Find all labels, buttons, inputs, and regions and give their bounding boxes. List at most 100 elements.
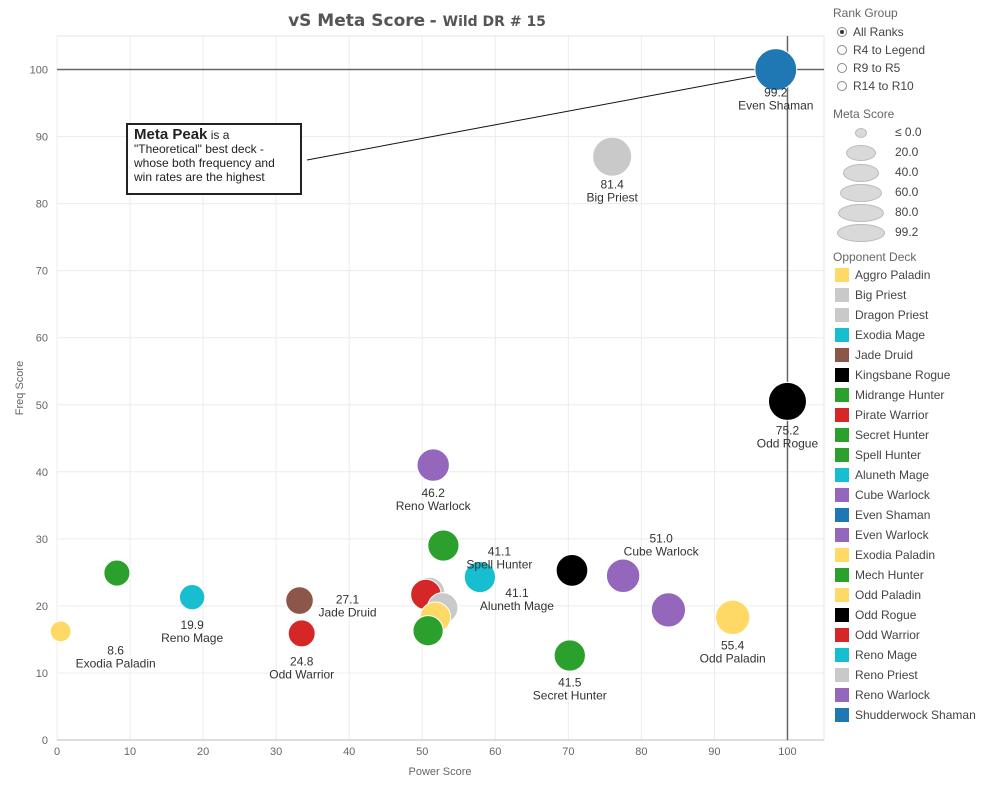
data-points bbox=[49, 48, 807, 672]
legend-swatch bbox=[835, 468, 849, 482]
legend-label: Big Priest bbox=[855, 288, 907, 302]
legend-label: Odd Paladin bbox=[855, 588, 922, 602]
point-name-label: Reno Warlock bbox=[396, 499, 472, 513]
size-label: 80.0 bbox=[895, 205, 919, 219]
legend-item-pirate-warrior[interactable]: Pirate Warrior bbox=[835, 407, 929, 423]
meta-peak-annotation: Meta Peak is a "Theoretical" best deck -… bbox=[126, 123, 302, 195]
meta-score-size-item: 60.0 bbox=[833, 184, 973, 202]
point-big-priest[interactable] bbox=[592, 136, 633, 177]
legend-item-aggro-paladin[interactable]: Aggro Paladin bbox=[835, 267, 930, 283]
x-tick-label: 70 bbox=[562, 746, 574, 758]
legend-swatch bbox=[835, 588, 849, 602]
point-jade-druid[interactable] bbox=[285, 586, 314, 615]
legend-item-odd-paladin[interactable]: Odd Paladin bbox=[835, 587, 921, 603]
legend-swatch bbox=[835, 568, 849, 582]
legend-item-reno-warlock[interactable]: Reno Warlock bbox=[835, 687, 930, 703]
point-mech-hunter[interactable] bbox=[103, 559, 131, 587]
point-value-label: 19.9 bbox=[180, 618, 204, 632]
point-even-warlock[interactable] bbox=[650, 592, 687, 628]
y-tick-label: 70 bbox=[36, 266, 48, 278]
legend-item-jade-druid[interactable]: Jade Druid bbox=[835, 347, 913, 363]
legend-label: Exodia Mage bbox=[855, 328, 926, 342]
point-odd-warrior[interactable] bbox=[287, 619, 316, 648]
point-reno-mage[interactable] bbox=[178, 583, 206, 611]
point-secret-hunter[interactable] bbox=[553, 639, 586, 672]
rank-option-label: R4 to Legend bbox=[853, 43, 926, 57]
legend-item-dragon-priest[interactable]: Dragon Priest bbox=[835, 307, 928, 323]
radio-button[interactable] bbox=[837, 81, 847, 91]
point-odd-rogue[interactable] bbox=[767, 381, 807, 421]
legend-swatch bbox=[835, 488, 849, 502]
point-kingsbane-rogue[interactable] bbox=[555, 554, 589, 587]
legend-swatch bbox=[835, 628, 849, 642]
legend-label: Kingsbane Rogue bbox=[855, 368, 951, 382]
annotation-bold-text: Meta Peak bbox=[134, 126, 208, 143]
legend-swatch bbox=[835, 368, 849, 382]
rank-option-label: R14 to R10 bbox=[853, 79, 914, 93]
point-value-label: 24.8 bbox=[290, 654, 314, 668]
y-tick-label: 50 bbox=[36, 400, 48, 412]
legend-item-exodia-mage[interactable]: Exodia Mage bbox=[835, 327, 925, 343]
point-name-label: Aluneth Mage bbox=[480, 599, 554, 613]
legend-swatch bbox=[835, 648, 849, 662]
legend-item-kingsbane-rogue[interactable]: Kingsbane Rogue bbox=[835, 367, 950, 383]
point-spell-hunter[interactable] bbox=[427, 529, 460, 562]
legend-item-big-priest[interactable]: Big Priest bbox=[835, 287, 906, 303]
radio-button[interactable] bbox=[837, 27, 847, 37]
point-exodia-paladin[interactable] bbox=[49, 620, 72, 643]
rank-option-r14-to-r10[interactable]: R14 to R10 bbox=[837, 78, 914, 94]
rank-option-all-ranks[interactable]: All Ranks bbox=[837, 24, 904, 40]
legend-item-shudderwock-shaman[interactable]: Shudderwock Shaman bbox=[835, 707, 976, 723]
legend-label: Reno Mage bbox=[855, 648, 918, 662]
legend-item-cube-warlock[interactable]: Cube Warlock bbox=[835, 487, 930, 503]
point-odd-paladin[interactable] bbox=[715, 599, 751, 635]
legend-item-midrange-hunter[interactable]: Midrange Hunter bbox=[835, 387, 944, 403]
legend-label: Spell Hunter bbox=[855, 448, 922, 462]
legend-label: Even Warlock bbox=[855, 528, 929, 542]
legend-item-mech-hunter[interactable]: Mech Hunter bbox=[835, 567, 924, 583]
point-value-label: 46.2 bbox=[422, 486, 446, 500]
x-tick-label: 100 bbox=[778, 746, 796, 758]
legend-swatch bbox=[835, 328, 849, 342]
legend-item-reno-mage[interactable]: Reno Mage bbox=[835, 647, 917, 663]
point-value-label: 41.1 bbox=[505, 586, 529, 600]
legend-item-spell-hunter[interactable]: Spell Hunter bbox=[835, 447, 921, 463]
legend-label: Pirate Warrior bbox=[855, 408, 929, 422]
y-tick-label: 0 bbox=[42, 735, 48, 747]
legend-item-even-warlock[interactable]: Even Warlock bbox=[835, 527, 929, 543]
point-reno-warlock[interactable] bbox=[416, 448, 450, 482]
point-value-label: 75.2 bbox=[776, 423, 800, 437]
legend-label: Odd Rogue bbox=[855, 608, 917, 622]
legend-item-even-shaman[interactable]: Even Shaman bbox=[835, 507, 930, 523]
legend-label: Reno Priest bbox=[855, 668, 918, 682]
y-tick-label: 20 bbox=[36, 601, 48, 613]
size-swatch bbox=[855, 128, 867, 138]
meta-score-size-item: 40.0 bbox=[833, 164, 973, 182]
rank-option-r9-to-r5[interactable]: R9 to R5 bbox=[837, 60, 900, 76]
point-even-shaman[interactable] bbox=[754, 48, 798, 91]
size-swatch bbox=[840, 184, 882, 202]
point-cube-warlock[interactable] bbox=[605, 558, 641, 593]
size-label: 99.2 bbox=[895, 225, 919, 239]
annotation-line3: whose both frequency and bbox=[134, 156, 275, 170]
legend-item-odd-warrior[interactable]: Odd Warrior bbox=[835, 627, 920, 643]
legend-label: Midrange Hunter bbox=[855, 388, 945, 402]
rank-option-r4-to-legend[interactable]: R4 to Legend bbox=[837, 42, 925, 58]
radio-button[interactable] bbox=[837, 45, 847, 55]
legend-item-secret-hunter[interactable]: Secret Hunter bbox=[835, 427, 929, 443]
legend-item-exodia-paladin[interactable]: Exodia Paladin bbox=[835, 547, 935, 563]
size-swatch bbox=[846, 145, 876, 161]
radio-button[interactable] bbox=[837, 63, 847, 73]
x-tick-label: 80 bbox=[635, 746, 647, 758]
legend-item-odd-rogue[interactable]: Odd Rogue bbox=[835, 607, 916, 623]
meta-score-title: Meta Score bbox=[833, 107, 895, 121]
legend-swatch bbox=[835, 508, 849, 522]
point-aluneth-mage[interactable] bbox=[463, 560, 497, 594]
point-value-label: 99.2 bbox=[764, 86, 788, 100]
legend-item-aluneth-mage[interactable]: Aluneth Mage bbox=[835, 467, 929, 483]
legend-label: Shudderwock Shaman bbox=[855, 708, 976, 722]
legend-item-reno-priest[interactable]: Reno Priest bbox=[835, 667, 918, 683]
y-tick-label: 30 bbox=[36, 534, 48, 546]
point-midrange-hunter[interactable] bbox=[412, 615, 444, 647]
